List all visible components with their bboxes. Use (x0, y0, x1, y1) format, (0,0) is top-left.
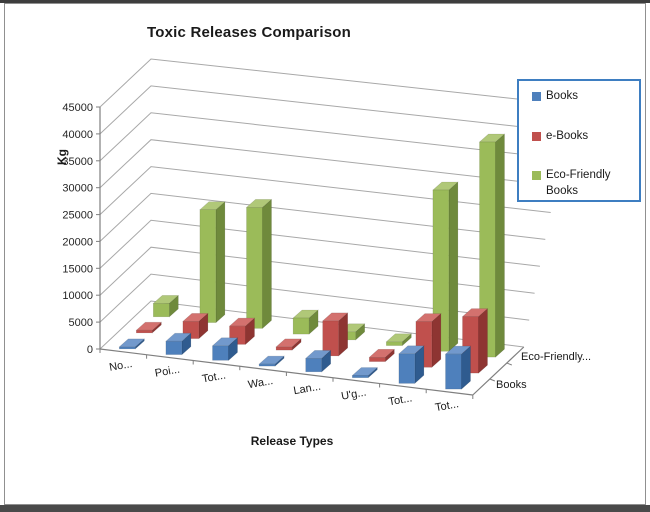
depth-axis-label-eco-friendly: Eco-Friendly... (521, 351, 592, 363)
y-tick-label: 25000 (62, 210, 93, 222)
bar[interactable] (135, 321, 163, 334)
bar-side-face (215, 201, 226, 324)
bar[interactable] (444, 345, 472, 390)
depth-axis-label-books: Books (496, 379, 527, 391)
y-tick-label: 10000 (62, 290, 93, 302)
gridline (99, 85, 567, 135)
bar[interactable] (385, 333, 413, 347)
legend-item-eco-friendly-books[interactable]: Eco-Friendly Books (532, 168, 635, 199)
y-axis-title: Kg (55, 149, 69, 165)
legend-swatch-eco-friendly-books (532, 171, 541, 181)
gridline (99, 219, 540, 269)
x-axis-title: Release Types (250, 434, 334, 448)
y-tick-label: 5000 (69, 317, 93, 329)
y-tick-label: 40000 (62, 129, 93, 141)
gridline (99, 112, 562, 162)
bar-side-face (478, 307, 488, 374)
bar-front-face (398, 353, 416, 384)
bar-side-face (431, 312, 442, 368)
x-category-label: U'g... (340, 387, 367, 403)
legend-swatch-books (532, 92, 541, 101)
bar-front-face (445, 353, 462, 390)
x-category-label: Tot... (434, 398, 460, 414)
bar[interactable] (245, 198, 273, 330)
y-tick-label: 0 (87, 344, 93, 356)
gridline (99, 192, 546, 242)
bar-front-face (258, 363, 276, 367)
window-bottom-edge (0, 505, 650, 512)
chart-title: Toxic Releases Comparison (147, 24, 351, 41)
legend-label-ebooks: e-Books (546, 129, 589, 142)
legend-item-books[interactable]: Books (532, 89, 635, 105)
gridline (99, 58, 573, 108)
bar[interactable] (304, 349, 332, 373)
bar-front-face (119, 346, 136, 350)
y-tick-label: 30000 (62, 183, 93, 195)
bar-front-face (385, 341, 403, 346)
bar-front-face (368, 356, 386, 362)
bar[interactable] (292, 309, 319, 335)
bar[interactable] (478, 133, 506, 358)
x-category-label: No... (108, 358, 133, 374)
x-category-label: Lan... (293, 381, 322, 398)
bar-front-face (246, 207, 263, 329)
bar-side-face (448, 181, 459, 352)
x-category-label: Poi... (154, 364, 181, 380)
bar[interactable] (398, 345, 425, 384)
bar-front-face (153, 303, 170, 318)
bar[interactable] (118, 338, 146, 350)
x-category-label: Wa... (247, 375, 274, 391)
bar[interactable] (199, 201, 226, 324)
bar-front-face (292, 317, 310, 335)
bar[interactable] (182, 312, 209, 340)
bar-front-face (199, 209, 217, 323)
legend-label-books: Books (546, 90, 578, 102)
bar-front-face (136, 329, 153, 334)
y-tick-label: 45000 (62, 102, 93, 114)
bar[interactable] (351, 366, 379, 379)
depth-axis-tick (489, 378, 495, 382)
legend-label-eco-friendly-books: Eco-Friendly Books (546, 169, 611, 197)
bar[interactable] (152, 294, 180, 318)
bar-front-face (305, 358, 323, 373)
bar-side-face (262, 198, 272, 330)
gridline (99, 139, 557, 189)
gridline (99, 300, 524, 350)
y-tick-label: 35000 (62, 156, 93, 168)
depth-axis-tick (506, 362, 512, 366)
gridline (99, 273, 530, 323)
depth-axis-line (472, 346, 525, 396)
x-category-label: Tot... (388, 392, 414, 408)
gridline (99, 166, 551, 215)
legend-swatch-ebooks (532, 131, 541, 141)
legend-item-ebooks[interactable]: e-Books (532, 129, 635, 145)
bar-side-face (495, 133, 505, 358)
bar[interactable] (432, 181, 459, 352)
bar[interactable] (165, 332, 192, 356)
bar[interactable] (368, 348, 396, 363)
bar[interactable] (258, 355, 285, 367)
x-category-label: Tot... (201, 369, 227, 385)
bar[interactable] (321, 312, 349, 357)
window-top-edge (0, 0, 650, 3)
bar-front-face (165, 340, 183, 355)
y-tick-label: 20000 (62, 236, 93, 248)
bar-front-face (212, 345, 229, 361)
y-tick-label: 15000 (62, 263, 93, 275)
bar[interactable] (211, 337, 239, 362)
bar-front-face (275, 346, 293, 351)
legend[interactable]: Books e-Books Eco-Friendly Books (517, 79, 641, 202)
bar[interactable] (275, 338, 302, 351)
gridline (99, 246, 535, 296)
bar-front-face (351, 375, 369, 379)
